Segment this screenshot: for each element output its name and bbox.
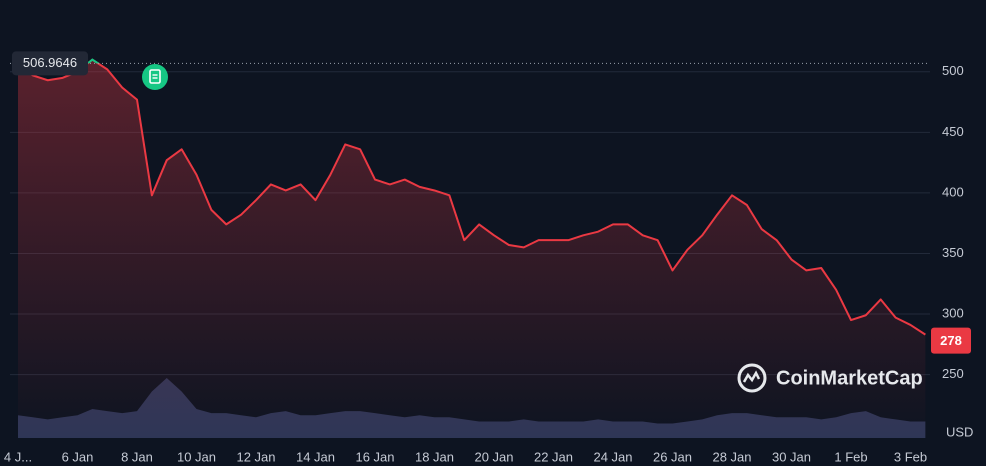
y-tick-label: 500 — [942, 63, 964, 78]
x-tick-label: 12 Jan — [236, 449, 275, 464]
x-tick-label: 1 Feb — [834, 449, 867, 464]
currency-label: USD — [946, 424, 973, 439]
x-tick-label: 3 Feb — [894, 449, 927, 464]
x-tick-label: 14 Jan — [296, 449, 335, 464]
watermark-text: CoinMarketCap — [776, 367, 923, 389]
x-tick-label: 10 Jan — [177, 449, 216, 464]
y-tick-label: 350 — [942, 245, 964, 260]
reference-label: 506.9646 — [23, 55, 77, 70]
x-tick-label: 4 J... — [4, 449, 32, 464]
x-tick-label: 22 Jan — [534, 449, 573, 464]
x-tick-label: 30 Jan — [772, 449, 811, 464]
y-tick-label: 450 — [942, 124, 964, 139]
price-area — [18, 59, 926, 440]
x-tick-label: 8 Jan — [121, 449, 153, 464]
y-tick-label: 300 — [942, 305, 964, 320]
last-price-label: 278 — [940, 333, 962, 348]
x-tick-label: 16 Jan — [355, 449, 394, 464]
x-tick-label: 18 Jan — [415, 449, 454, 464]
note-icon[interactable] — [142, 64, 168, 90]
x-tick-label: 24 Jan — [593, 449, 632, 464]
plot: 250 300 350 400 450 500 USD 4 J... 6 Jan 8 Jan 10 … — [4, 51, 973, 464]
y-tick-label: 250 — [942, 366, 964, 381]
x-tick-label: 26 Jan — [653, 449, 692, 464]
x-tick-label: 28 Jan — [712, 449, 751, 464]
last-price-badge — [931, 327, 971, 354]
x-tick-label: 20 Jan — [474, 449, 513, 464]
reference-badge — [12, 51, 88, 76]
price-line — [17, 58, 926, 336]
x-tick-label: 6 Jan — [62, 449, 94, 464]
y-tick-label: 400 — [942, 184, 964, 199]
watermark: CoinMarketCap — [737, 363, 923, 393]
